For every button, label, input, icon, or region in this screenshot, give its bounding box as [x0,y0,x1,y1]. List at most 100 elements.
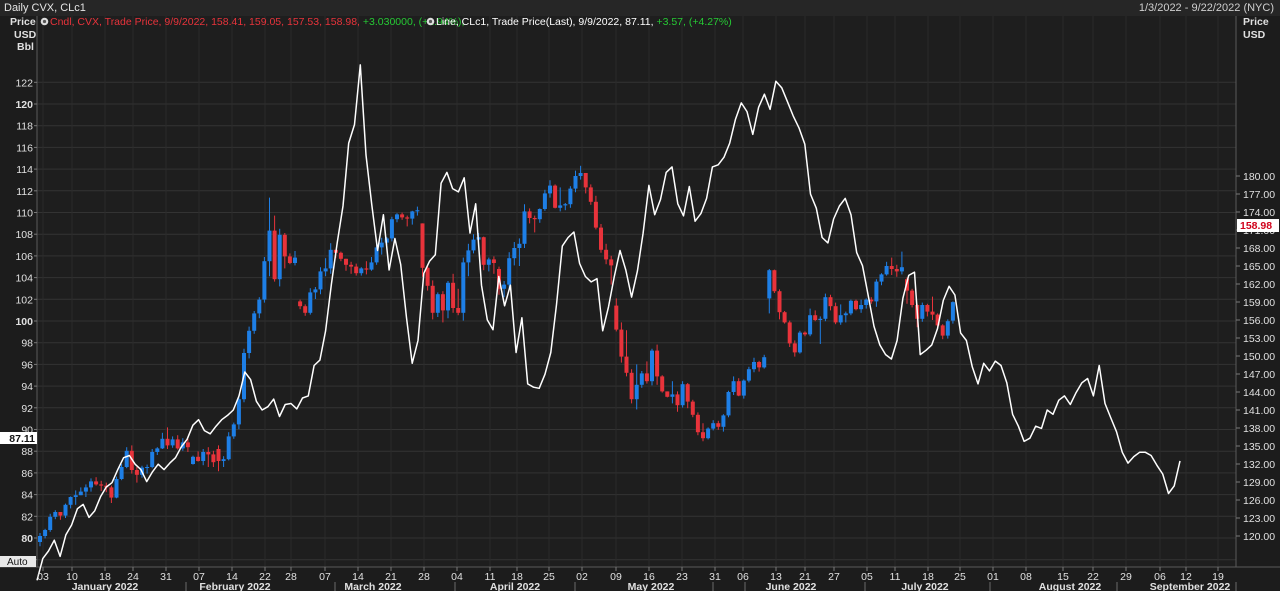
day-tick-label: 14 [352,571,364,583]
candle-body [502,284,507,289]
candle [185,438,190,452]
candle-body [48,516,53,530]
candle-body [726,392,731,416]
candle-body [797,332,802,353]
candle-body [874,281,879,302]
last-value-label-left: 87.11 [9,433,35,445]
right-axis-panel [1236,16,1280,567]
candle [869,297,874,304]
time-axis-ticks: 03 10 18 24 31 07 14 22 28 07 14 21 28 04 11 18 25 02 09 16… [37,567,1237,591]
svg-text:Line, CLc1, Trade Price(Last),: Line, CLc1, Trade Price(Last), 9/9/2022,… [436,16,732,28]
candle [507,252,512,290]
right-tick-label: 150.00 [1243,351,1275,363]
candle-body [894,269,899,272]
candle-body [527,211,532,218]
candle-body [257,299,262,314]
left-tick-label: 80 [21,533,33,545]
candle [364,261,369,275]
candle [634,364,639,410]
candle [629,369,634,404]
candle [823,293,828,322]
candle-body [196,456,201,461]
candle-body [701,432,705,439]
candle [440,291,445,323]
day-tick-label: 06 [737,571,749,583]
day-tick-label: 31 [709,571,721,583]
candle [716,420,721,430]
candle-body [792,343,797,353]
candle-body [78,491,83,496]
candle [746,366,751,383]
candle-body [593,201,598,228]
right-axis-label-usd: USD [1243,29,1266,41]
candle [604,243,609,265]
candle [593,195,598,230]
day-tick-label: 21 [799,571,811,583]
candle-body [58,512,63,516]
candle-body [548,185,552,194]
candle-body [655,350,660,377]
candle [517,238,522,266]
candle [359,267,364,276]
day-tick-label: 22 [259,571,271,583]
candle-body [456,308,461,313]
candle [430,280,435,320]
auto-scale-button[interactable] [0,556,36,567]
candle [323,258,328,277]
candle [711,420,716,431]
candle-body [277,234,282,280]
candle-body [573,176,578,189]
candle [675,391,680,412]
chart-background [0,16,1280,591]
candle [920,302,925,322]
day-tick-label: 18 [922,571,934,583]
candle [583,173,588,194]
left-tick-label: 112 [16,186,33,198]
last-value-label-right: 158.98 [1240,220,1272,232]
candle [889,257,894,275]
candle-body [221,459,226,461]
auto-scale-label: Auto [7,557,28,568]
candle-body [624,356,629,373]
day-tick-label: 02 [576,571,588,583]
candle [660,375,665,393]
candle [925,303,930,317]
candle-body [803,332,807,335]
candle-body [481,237,486,265]
candle-body [578,173,583,176]
right-axis-ticks: 120.00 123.00 126.00 129.00 132.00 135.00 138.… [1236,171,1275,543]
legend: Cndl, CVX, Trade Price, 9/9/2022, 158.41… [40,16,732,28]
candle-body [650,350,654,382]
candle [899,251,904,275]
candle-body [43,530,48,536]
candle [267,197,272,277]
candle [527,208,532,224]
candle [231,422,236,439]
candle [558,187,563,212]
left-tick-label: 94 [21,381,33,393]
day-tick-label: 10 [66,571,78,583]
candle-body [706,428,711,439]
candle-body [782,312,787,323]
candle [568,186,573,208]
candle-legend-icon-dot [42,19,47,24]
candle [624,330,629,377]
candle-body [940,325,945,336]
candle-body [313,289,318,293]
candle [752,357,756,373]
candle [221,456,226,467]
date-range[interactable]: 1/3/2022 - 9/22/2022 (NYC) [1138,2,1274,14]
day-tick-label: 07 [319,571,331,583]
candle [420,223,425,277]
candle-body [160,438,165,449]
candle [395,213,399,223]
candle-body [945,321,950,336]
candle-body [415,210,420,212]
left-tick-label: 118 [16,121,33,133]
candle [328,243,333,274]
left-tick-label: 110 [16,208,33,220]
candle [813,310,818,322]
candle [502,281,507,298]
candle [588,184,593,205]
